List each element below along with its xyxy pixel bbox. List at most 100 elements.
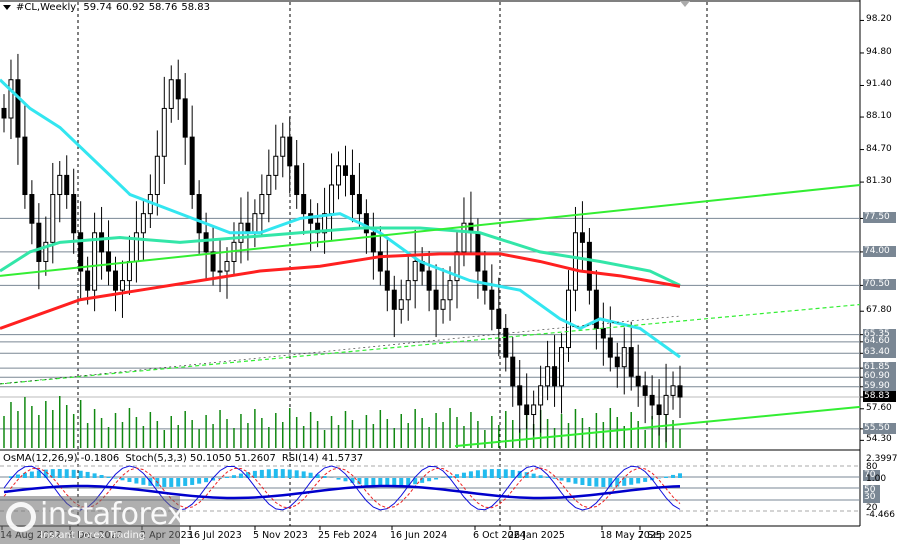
candle-body bbox=[677, 385, 683, 398]
candle-body bbox=[517, 385, 523, 406]
osma-label: OsMA(12,26,9) -0.1806 bbox=[3, 453, 120, 464]
candle-body bbox=[294, 165, 300, 196]
candle-body bbox=[217, 270, 223, 273]
stoch-label: Stoch(5,3,3) 50.1050 51.2607 bbox=[125, 453, 276, 464]
candle-body bbox=[22, 136, 28, 196]
candle-body bbox=[531, 404, 537, 416]
watermark-tagline: Instant Forex Trading bbox=[40, 530, 146, 541]
candle-body bbox=[140, 213, 146, 234]
open-value: 59.74 bbox=[83, 2, 113, 13]
price-tick-label: 63.40 bbox=[863, 347, 896, 359]
candle-body bbox=[496, 308, 502, 329]
candle-body bbox=[489, 289, 495, 310]
channel-guide bbox=[0, 315, 681, 385]
candle-body bbox=[210, 251, 216, 272]
candle-body bbox=[64, 174, 70, 196]
ema-slow-line bbox=[0, 252, 681, 330]
candle-body bbox=[15, 79, 21, 138]
time-tick-label: 26 Jan 2025 bbox=[508, 530, 565, 541]
indicator-tick-label: 70 bbox=[863, 470, 880, 481]
chart-shift-marker-icon bbox=[680, 1, 690, 7]
candle-body bbox=[287, 136, 293, 167]
candle-body bbox=[182, 98, 188, 138]
price-tick-label: 70.50 bbox=[863, 279, 896, 291]
time-tick-label: 6 Oct 2024 bbox=[473, 530, 526, 541]
candle-body bbox=[440, 299, 446, 310]
candle-body bbox=[503, 327, 509, 358]
indicator-header: OsMA(12,26,9) -0.1806 Stoch(5,3,3) 50.105… bbox=[3, 453, 369, 464]
indicator-tick-label: 20 bbox=[866, 503, 878, 513]
candle-body bbox=[154, 155, 160, 196]
price-tick-label: 67.80 bbox=[866, 305, 892, 316]
indicator-tick-label: -4.466 bbox=[866, 510, 896, 520]
candle-body bbox=[133, 232, 139, 262]
current-price-tag: 58.83 bbox=[863, 391, 896, 403]
candle-body bbox=[168, 79, 174, 109]
price-tick-label: 64.60 bbox=[863, 335, 896, 347]
indicator-tick-label: 30 bbox=[863, 492, 880, 503]
price-tick-label: 74.00 bbox=[863, 245, 896, 257]
rsi-line bbox=[3, 484, 681, 500]
candle-body bbox=[113, 270, 119, 291]
candle-body bbox=[259, 194, 265, 215]
candle-body bbox=[377, 251, 383, 272]
candle-body bbox=[78, 232, 84, 272]
price-tick-label: 77.50 bbox=[863, 212, 896, 224]
candle-body bbox=[356, 194, 362, 215]
time-tick-label: 16 Jul 2023 bbox=[188, 530, 242, 541]
candle-body bbox=[342, 165, 348, 176]
candle-body bbox=[370, 232, 376, 253]
candle-body bbox=[203, 232, 209, 253]
price-tick-label: 88.10 bbox=[866, 111, 892, 122]
price-tick-label: 61.85 bbox=[863, 362, 896, 374]
candle-body bbox=[363, 213, 369, 234]
candle-body bbox=[391, 289, 397, 310]
stoch-signal-line bbox=[3, 467, 681, 509]
candle-body bbox=[510, 356, 516, 387]
indicator-tick-label: 50 bbox=[863, 485, 880, 496]
trendline-middle bbox=[0, 303, 861, 385]
candle-body bbox=[322, 213, 328, 234]
time-tick-label: 7 Sep 2025 bbox=[638, 530, 693, 541]
trendline-lower bbox=[454, 405, 861, 448]
candle-body bbox=[106, 251, 112, 272]
candle-body bbox=[175, 79, 181, 100]
candle-body bbox=[252, 213, 258, 234]
candle-body bbox=[412, 260, 418, 282]
candle-body bbox=[405, 280, 411, 301]
candle-body bbox=[552, 366, 558, 387]
candle-body bbox=[572, 232, 578, 291]
time-tick-label: 18 May 2025 bbox=[600, 530, 662, 541]
time-tick-label: 5 Nov 2023 bbox=[253, 530, 308, 541]
price-tick-label: 91.40 bbox=[866, 79, 892, 90]
close-value: 58.83 bbox=[181, 2, 210, 13]
candle-body bbox=[349, 174, 355, 196]
candle-body bbox=[586, 241, 592, 291]
candle-body bbox=[92, 232, 98, 291]
price-tick-label: 65.35 bbox=[863, 328, 896, 340]
candle-body bbox=[1, 107, 7, 119]
candle-body bbox=[538, 385, 544, 406]
price-tick-label: 54.30 bbox=[866, 434, 892, 445]
candle-body bbox=[99, 232, 105, 253]
trendline-upper bbox=[0, 183, 861, 277]
candle-body bbox=[336, 165, 342, 186]
collapse-triangle-icon[interactable] bbox=[3, 4, 11, 10]
price-tick-label: 57.60 bbox=[866, 402, 892, 413]
candle-body bbox=[545, 366, 551, 387]
candle-body bbox=[266, 174, 272, 196]
price-tick-label: 81.30 bbox=[866, 176, 892, 187]
candle-body bbox=[433, 289, 439, 310]
candle-body bbox=[384, 270, 390, 291]
candle-body bbox=[8, 79, 14, 119]
candle-body bbox=[649, 394, 655, 406]
time-tick-label: 25 Feb 2024 bbox=[318, 530, 378, 541]
candle-body bbox=[329, 184, 335, 215]
candle-body bbox=[36, 222, 42, 262]
candle-body bbox=[524, 404, 530, 416]
candle-body bbox=[635, 375, 641, 387]
candle-body bbox=[85, 270, 91, 291]
candle-body bbox=[454, 251, 460, 282]
